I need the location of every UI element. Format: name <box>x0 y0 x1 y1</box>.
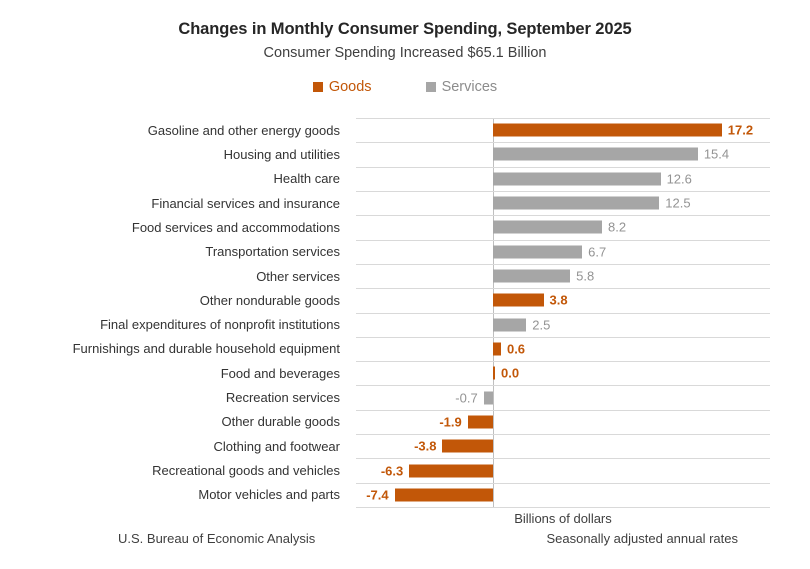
gridline <box>356 190 770 192</box>
chart-title: Changes in Monthly Consumer Spending, Se… <box>178 20 632 38</box>
legend-swatch-goods-icon <box>312 82 323 92</box>
bar[interactable] <box>409 464 493 478</box>
legend-label-goods: Goods <box>328 79 372 95</box>
category-label: Gasoline and other energy goods <box>147 122 340 138</box>
category-label: Motor vehicles and parts <box>198 487 340 503</box>
bar-row: 8.2 <box>356 215 770 239</box>
bar[interactable] <box>493 172 661 186</box>
category-label: Other services <box>256 268 340 284</box>
category-label: Transportation services <box>205 244 340 260</box>
bar-value-label: -6.3 <box>380 463 404 479</box>
bar-value-label: 5.8 <box>576 268 595 284</box>
bar-value-label: 6.7 <box>588 244 607 260</box>
bar[interactable] <box>493 147 698 161</box>
bar-value-label: 12.5 <box>665 195 691 211</box>
bar-value-label: 17.2 <box>727 122 754 138</box>
gridline <box>356 385 770 387</box>
gridline <box>356 312 770 314</box>
bar[interactable] <box>493 123 722 137</box>
bar-value-label: -3.8 <box>414 438 437 454</box>
bar-row: -3.8 <box>356 434 770 458</box>
gridline <box>356 118 770 119</box>
gridline <box>356 336 770 338</box>
bar[interactable] <box>493 293 544 307</box>
gridline <box>356 215 770 217</box>
category-label: Food services and accommodations <box>131 219 340 235</box>
category-label: Clothing and footwear <box>213 438 340 454</box>
gridline <box>356 239 770 241</box>
category-label: Recreational goods and vehicles <box>152 463 340 479</box>
bar-row: 0.6 <box>356 337 770 361</box>
source-note: Seasonally adjusted annual rates <box>546 531 738 546</box>
bar-row: 6.7 <box>356 240 770 264</box>
category-label: Final expenditures of nonprofit institut… <box>100 317 340 333</box>
bar[interactable] <box>493 220 603 234</box>
category-label: Food and beverages <box>220 365 340 381</box>
bar-row: 5.8 <box>356 264 770 288</box>
category-label: Other durable goods <box>221 414 340 430</box>
gridline <box>356 482 770 484</box>
gridline <box>356 409 770 411</box>
gridline <box>356 361 770 363</box>
category-label: Furnishings and durable household equipm… <box>72 341 340 357</box>
bar-value-label: 8.2 <box>608 219 627 235</box>
x-axis-label: Billions of dollars <box>514 511 612 526</box>
source-agency: U.S. Bureau of Economic Analysis <box>118 531 316 546</box>
bar[interactable] <box>493 196 660 210</box>
bar-row: -1.9 <box>356 410 770 434</box>
bar-value-label: -7.4 <box>366 487 389 503</box>
bar-value-label: 15.4 <box>703 146 730 162</box>
bar-row: 3.8 <box>356 288 770 312</box>
bar[interactable] <box>493 269 571 283</box>
gridline <box>356 458 770 460</box>
bar[interactable] <box>493 318 527 332</box>
chart-legend: Goods Services <box>0 79 810 95</box>
bar-row: -0.7 <box>356 385 770 409</box>
gridline <box>356 288 770 290</box>
legend-label-services: Services <box>441 79 498 95</box>
legend-item-services[interactable]: Services <box>425 79 498 95</box>
gridline <box>356 166 770 168</box>
plot-area: 17.2 15.4 12.6 12.5 8.2 6.7 5.8 3.8 2.5 0.6 0.0 -0.… <box>356 118 770 508</box>
bar-value-label: 12.6 <box>666 171 692 187</box>
category-label: Other nondurable goods <box>199 292 340 308</box>
bar-value-label: -0.7 <box>455 390 478 406</box>
bar[interactable] <box>493 366 495 380</box>
gridline <box>356 507 770 508</box>
gridline <box>356 142 770 144</box>
bar-value-label: -1.9 <box>439 414 462 430</box>
bar-row: -6.3 <box>356 458 770 482</box>
legend-swatch-services-icon <box>425 82 436 92</box>
bar-row: 2.5 <box>356 313 770 337</box>
bar-row: -7.4 <box>356 483 770 507</box>
bar-row: 12.6 <box>356 167 770 191</box>
bar-row: 15.4 <box>356 142 770 166</box>
category-label: Health care <box>273 171 340 187</box>
bar[interactable] <box>483 391 493 405</box>
bar-value-label: 2.5 <box>532 317 551 333</box>
bar[interactable] <box>394 488 493 502</box>
bar[interactable] <box>493 245 583 259</box>
bar-row: 0.0 <box>356 361 770 385</box>
category-label: Housing and utilities <box>223 146 340 162</box>
chart-subtitle: Consumer Spending Increased $65.1 Billio… <box>263 45 547 61</box>
gridline <box>356 263 770 265</box>
bar[interactable] <box>442 439 493 453</box>
gridline <box>356 434 770 436</box>
legend-item-goods[interactable]: Goods <box>312 79 372 95</box>
category-label: Financial services and insurance <box>151 195 340 211</box>
bar-value-label: 0.6 <box>506 341 526 357</box>
bar-row: 12.5 <box>356 191 770 215</box>
category-label: Recreation services <box>225 390 340 406</box>
bar-row: 17.2 <box>356 118 770 142</box>
bar-value-label: 0.0 <box>501 365 520 381</box>
bar-value-label: 3.8 <box>549 292 568 308</box>
bar[interactable] <box>493 342 501 356</box>
category-axis: Gasoline and other energy goods Housing a… <box>0 118 348 507</box>
bar[interactable] <box>467 415 493 429</box>
